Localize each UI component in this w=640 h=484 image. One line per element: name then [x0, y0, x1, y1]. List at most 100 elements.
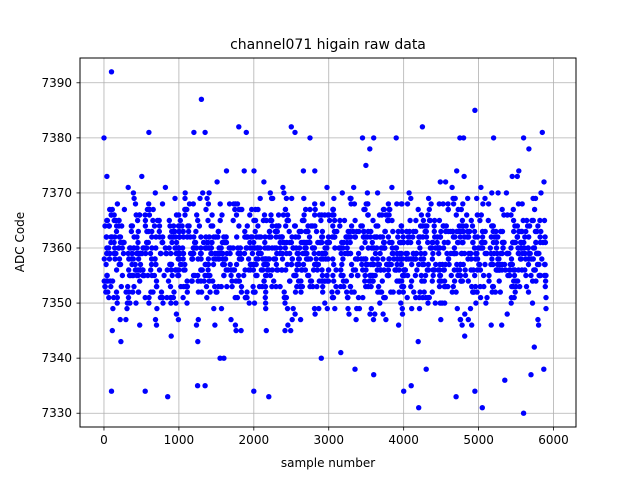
data-point	[330, 272, 336, 279]
data-point	[288, 124, 294, 130]
data-point	[457, 261, 464, 268]
data-point	[238, 327, 244, 334]
data-point	[324, 272, 330, 279]
data-point	[420, 217, 427, 224]
data-point	[510, 283, 516, 290]
data-point	[368, 305, 374, 312]
data-point	[319, 234, 325, 240]
data-point	[269, 223, 275, 229]
data-point	[279, 234, 285, 240]
data-point	[474, 212, 480, 218]
data-point	[383, 261, 390, 268]
data-point	[418, 250, 424, 257]
data-point	[202, 261, 208, 268]
data-point	[370, 217, 376, 224]
data-point	[261, 278, 267, 284]
data-point	[106, 294, 112, 301]
data-point	[516, 250, 522, 257]
data-point	[511, 228, 517, 235]
data-point	[423, 228, 429, 235]
data-point	[499, 239, 506, 246]
y-tick-label: 7360	[41, 241, 72, 255]
data-point	[382, 294, 388, 301]
data-point	[178, 283, 184, 290]
data-point	[398, 300, 404, 306]
data-point	[388, 289, 394, 295]
data-point	[232, 201, 239, 207]
data-point	[146, 294, 152, 301]
data-point	[271, 256, 277, 262]
data-point	[315, 239, 321, 246]
data-point	[235, 250, 241, 257]
data-point	[333, 267, 339, 273]
data-point	[273, 234, 279, 240]
data-point	[414, 267, 420, 273]
data-point	[521, 239, 527, 246]
data-point	[341, 283, 347, 290]
data-point	[377, 250, 383, 257]
data-point	[312, 311, 318, 317]
data-point	[352, 267, 359, 273]
data-point	[511, 272, 518, 279]
data-point	[203, 283, 210, 290]
data-point	[536, 261, 542, 268]
data-point	[269, 283, 275, 290]
data-point	[299, 283, 306, 290]
data-point	[457, 135, 463, 141]
data-point	[467, 305, 474, 312]
data-point	[408, 383, 414, 389]
data-point	[522, 234, 528, 240]
data-point	[451, 245, 458, 251]
data-point	[437, 261, 443, 268]
data-point	[221, 261, 228, 268]
data-point	[523, 228, 529, 235]
data-point	[255, 223, 261, 229]
data-point	[222, 239, 229, 246]
data-point	[379, 212, 385, 218]
data-point	[393, 267, 399, 273]
data-point	[123, 289, 129, 295]
data-point	[106, 223, 113, 229]
data-point	[162, 245, 169, 251]
data-point	[261, 179, 267, 185]
data-point	[456, 223, 462, 229]
data-point	[102, 223, 108, 229]
data-point	[214, 179, 220, 185]
data-point	[476, 261, 483, 268]
data-point	[371, 261, 377, 268]
data-point	[404, 294, 410, 301]
data-point	[325, 267, 332, 273]
data-point	[207, 289, 213, 295]
data-point	[309, 245, 316, 251]
data-point	[380, 311, 386, 317]
data-point	[139, 173, 145, 180]
data-point	[305, 256, 311, 262]
data-point	[542, 234, 548, 240]
data-point	[264, 261, 271, 268]
data-point	[312, 201, 318, 207]
data-point	[465, 278, 471, 284]
data-point	[380, 239, 387, 246]
y-tick-label: 7370	[41, 186, 72, 200]
data-point	[339, 239, 345, 246]
data-point	[543, 294, 549, 301]
data-point	[347, 195, 353, 202]
data-point	[302, 250, 308, 257]
data-point	[168, 267, 174, 273]
data-point	[455, 272, 461, 279]
data-point	[508, 294, 515, 301]
data-point	[380, 256, 386, 262]
data-point	[195, 278, 201, 284]
data-point	[168, 300, 174, 306]
data-point	[244, 289, 250, 295]
data-point	[307, 239, 313, 246]
data-point	[436, 217, 443, 224]
data-point	[233, 212, 240, 218]
data-point	[157, 250, 164, 257]
data-point	[261, 212, 268, 218]
data-point	[269, 245, 275, 251]
data-point	[526, 234, 532, 240]
data-point	[195, 256, 201, 262]
data-point	[454, 168, 460, 174]
data-point	[289, 256, 295, 262]
